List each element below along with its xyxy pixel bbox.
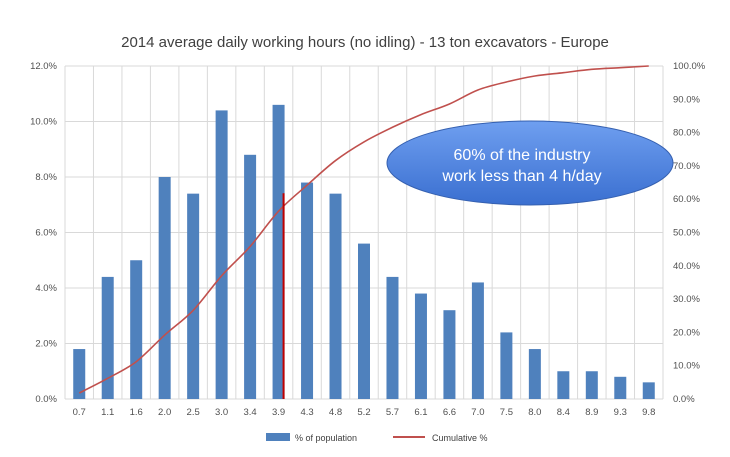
bar-series (73, 104, 655, 400)
x-tick-label: 3.0 (215, 407, 228, 418)
bar (642, 382, 655, 399)
right-tick-label: 90.0% (673, 94, 700, 105)
bar (557, 371, 570, 399)
x-tick-label: 8.4 (557, 407, 570, 418)
x-tick-label: 9.8 (642, 407, 655, 418)
x-tick-label: 7.0 (471, 407, 484, 418)
x-tick-label: 2.5 (187, 407, 200, 418)
x-tick-label: 6.1 (414, 407, 427, 418)
right-tick-label: 20.0% (673, 327, 700, 338)
legend: % of population Cumulative % (266, 433, 488, 443)
right-axis-ticks: 0.0% 10.0% 20.0% 30.0% 40.0% 50.0% 60.0% 70.0% 8… (673, 61, 706, 405)
bar (101, 276, 114, 399)
x-tick-label: 2.0 (158, 407, 171, 418)
x-tick-label: 1.6 (130, 407, 143, 418)
x-tick-label: 4.8 (329, 407, 342, 418)
right-tick-label: 40.0% (673, 261, 700, 272)
legend-swatch-bars (266, 433, 290, 441)
bar (130, 260, 143, 399)
bar (329, 193, 342, 399)
right-tick-label: 10.0% (673, 361, 700, 372)
bar (614, 376, 627, 399)
x-tick-label: 5.7 (386, 407, 399, 418)
x-tick-label: 4.3 (300, 407, 313, 418)
left-axis-ticks: 0.0% 2.0% 4.0% 6.0% 8.0% 10.0% 12.0% (30, 61, 57, 405)
right-tick-label: 80.0% (673, 128, 700, 139)
callout: 60% of the industry work less than 4 h/d… (386, 120, 674, 206)
bar (414, 293, 427, 399)
legend-label-line: Cumulative % (432, 433, 488, 443)
x-tick-label: 7.5 (500, 407, 513, 418)
bar (244, 154, 257, 399)
right-tick-label: 70.0% (673, 161, 700, 172)
chart-title: 2014 average daily working hours (no idl… (121, 34, 609, 51)
x-axis-ticks: 0.7 1.1 1.6 2.0 2.5 3.0 3.4 3.9 4.3 4.8 5.2 5.7 6.1 6… (73, 407, 656, 418)
x-tick-label: 0.7 (73, 407, 86, 418)
bar (443, 310, 456, 399)
legend-label-bars: % of population (295, 433, 357, 443)
left-tick-label: 2.0% (35, 339, 57, 350)
x-tick-label: 3.9 (272, 407, 285, 418)
right-tick-label: 100.0% (673, 61, 706, 72)
right-tick-label: 30.0% (673, 294, 700, 305)
line-series (78, 65, 649, 394)
left-tick-label: 0.0% (35, 394, 57, 405)
x-tick-label: 6.6 (443, 407, 456, 418)
gridlines (64, 65, 664, 400)
left-tick-label: 6.0% (35, 228, 57, 239)
right-tick-label: 50.0% (673, 228, 700, 239)
left-tick-label: 12.0% (30, 61, 57, 72)
left-tick-label: 4.0% (35, 283, 57, 294)
x-tick-label: 8.9 (585, 407, 598, 418)
callout-ellipse (386, 120, 674, 206)
x-tick-label: 8.0 (528, 407, 541, 418)
bar (301, 182, 314, 399)
bar (358, 243, 370, 399)
right-tick-label: 0.0% (673, 394, 695, 405)
x-tick-label: 9.3 (614, 407, 627, 418)
bar (528, 349, 541, 399)
right-tick-label: 60.0% (673, 194, 700, 205)
bar (215, 110, 228, 400)
callout-line-1: 60% of the industry (454, 147, 591, 164)
bar (187, 193, 200, 399)
left-tick-label: 8.0% (35, 172, 57, 183)
callout-line-2: work less than 4 h/day (441, 168, 601, 185)
bar (471, 282, 484, 399)
bar (272, 104, 285, 399)
bar (386, 276, 399, 399)
bar (585, 371, 598, 399)
x-tick-label: 3.4 (243, 407, 256, 418)
bar (500, 332, 513, 399)
left-tick-label: 10.0% (30, 117, 57, 128)
bar (73, 349, 86, 399)
x-tick-label: 1.1 (101, 407, 114, 418)
x-tick-label: 5.2 (357, 407, 370, 418)
bar (158, 177, 171, 399)
